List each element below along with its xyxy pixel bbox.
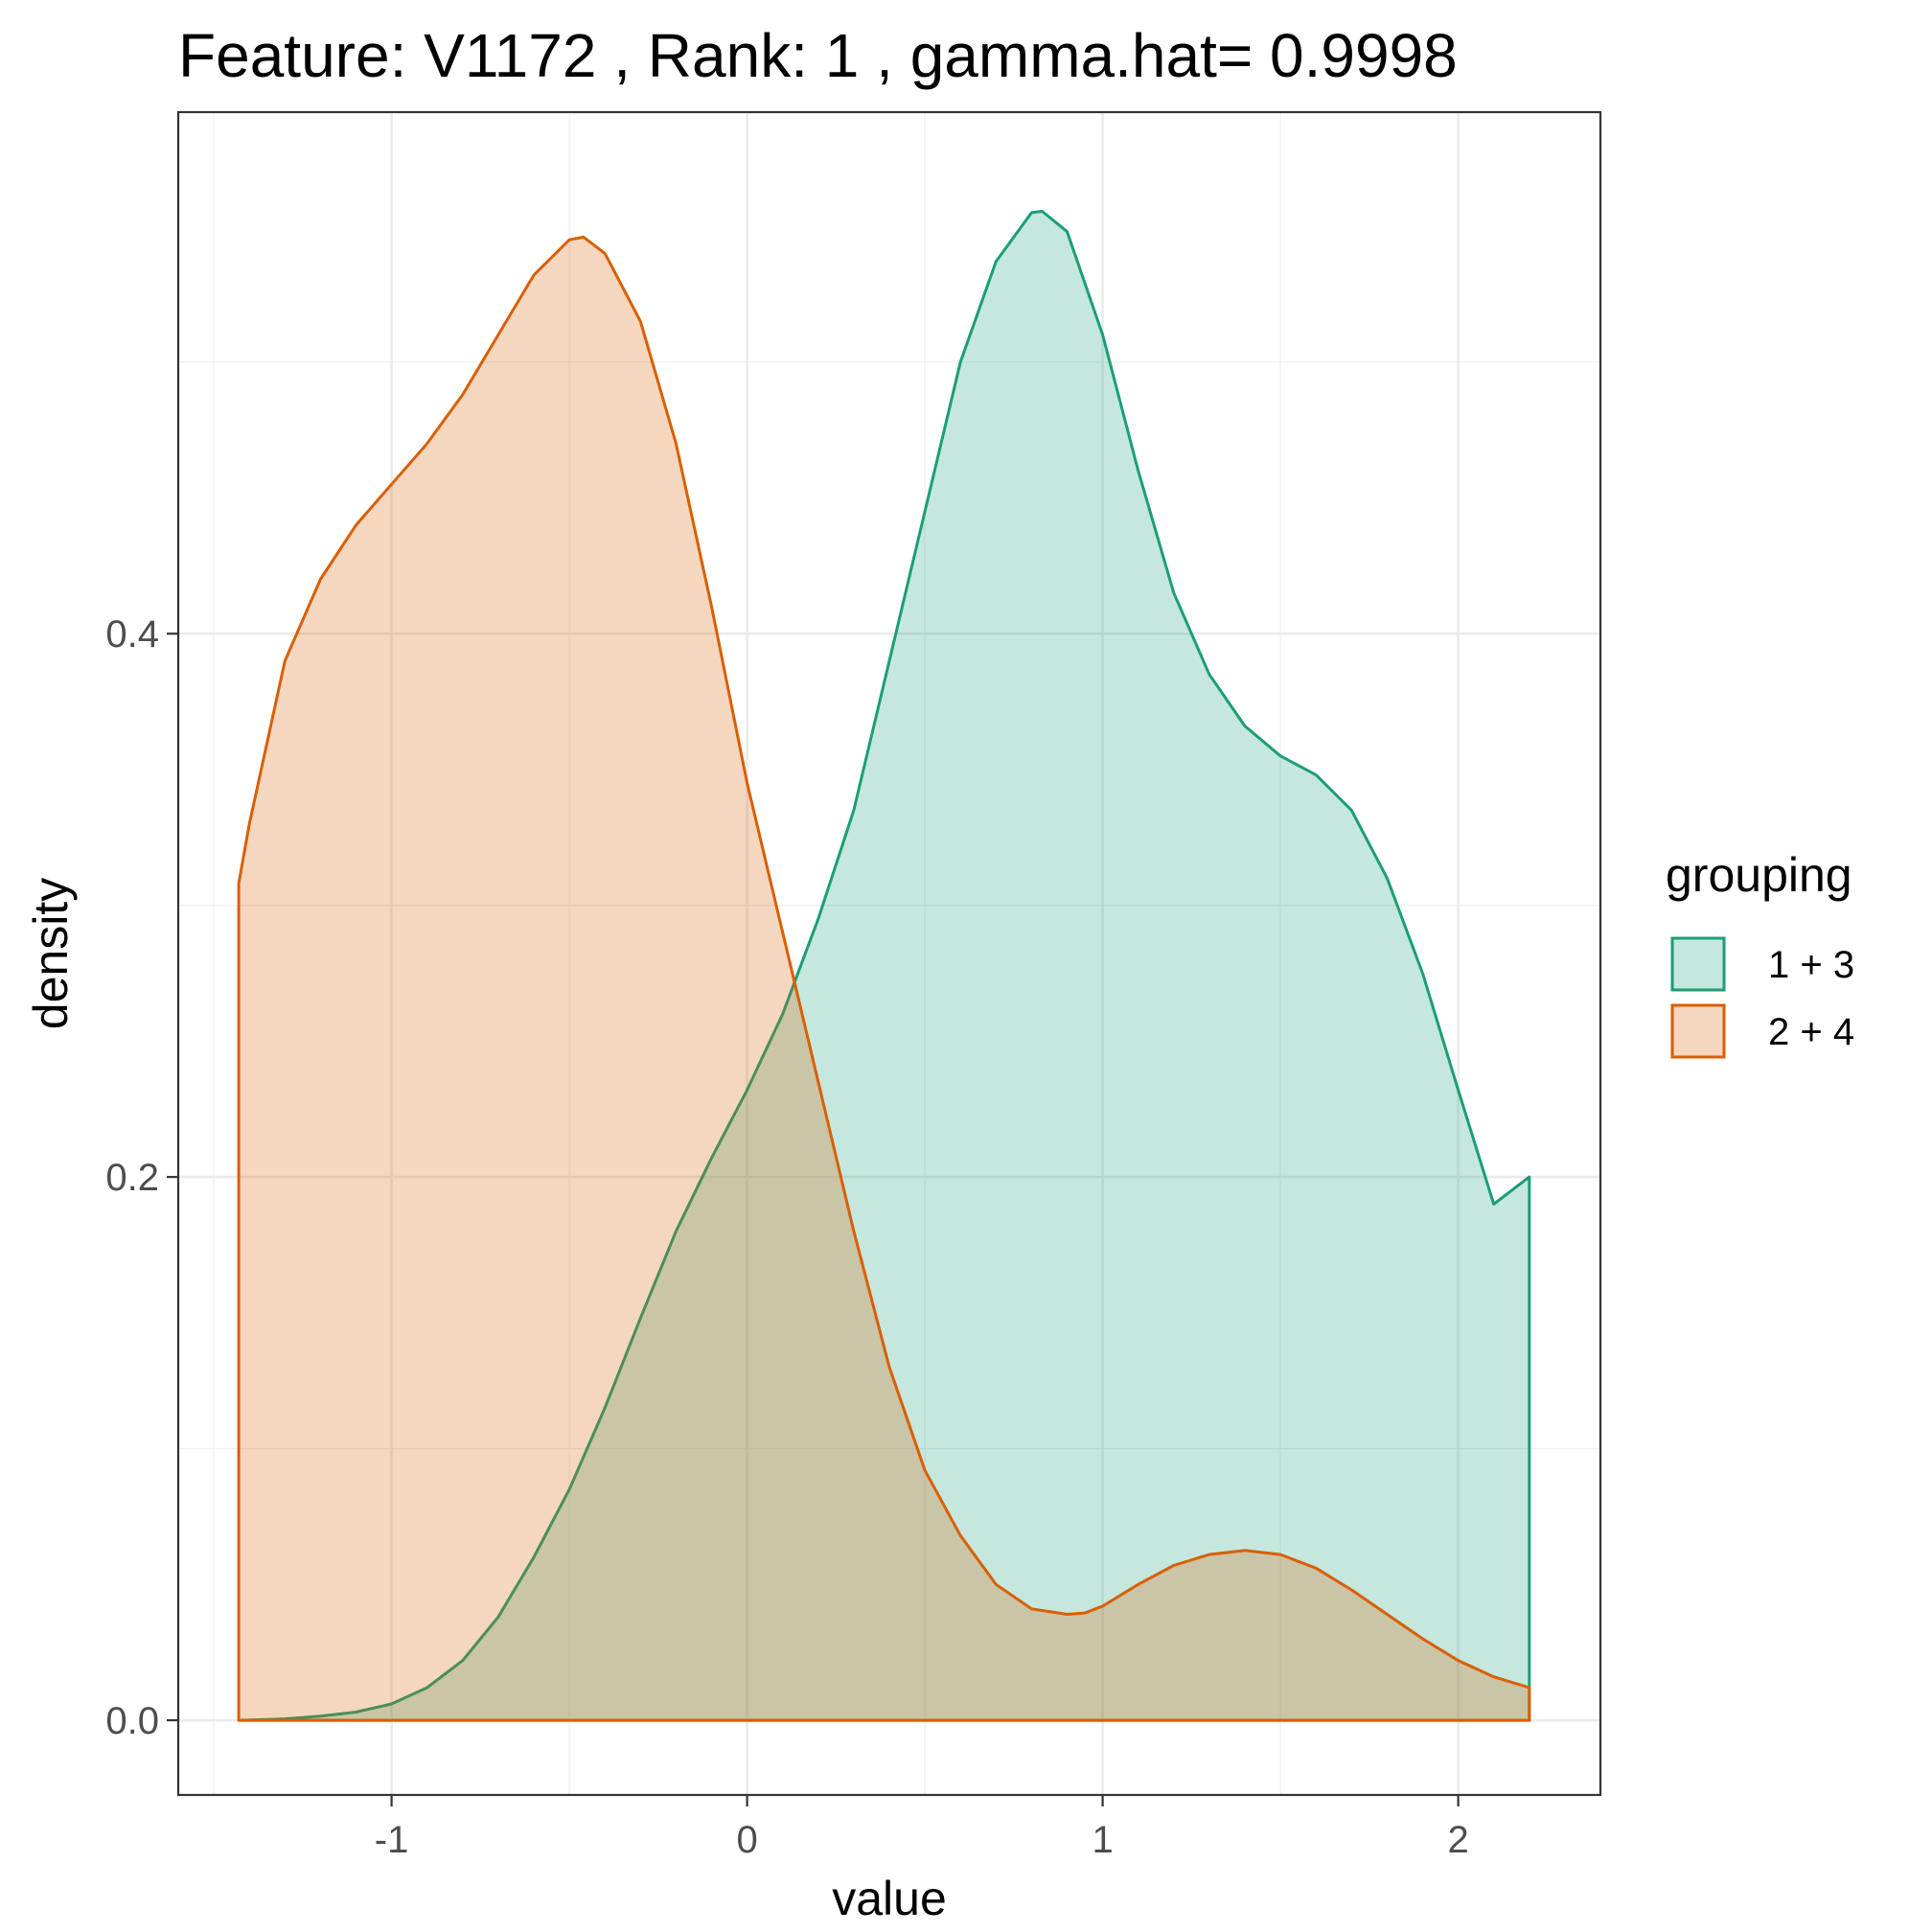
legend-key-bg [1668, 1001, 1728, 1061]
grid-lines [178, 112, 1600, 1795]
legend-key [1670, 1003, 1726, 1059]
x-tick-label: 2 [1447, 1819, 1468, 1861]
plot-panel-border [176, 110, 1602, 1797]
legend-title: grouping [1666, 848, 1852, 902]
x-axis-title: value [832, 1872, 947, 1925]
legend: grouping 1 + 3 2 + 4 [1666, 848, 1854, 1061]
chart-title: Feature: V1172 , Rank: 1 , gamma.hat= 0.… [178, 21, 1458, 90]
legend-label: 2 + 4 [1768, 1011, 1854, 1053]
density-series-2 [237, 235, 1531, 1722]
density-areas [237, 210, 1531, 1722]
x-axis: -1 0 1 2 [375, 1795, 1469, 1861]
plot-panel [178, 112, 1600, 1795]
density-series-1 [237, 210, 1531, 1722]
y-tick-label: 0.4 [105, 613, 159, 656]
x-tick-label: 1 [1092, 1819, 1113, 1861]
y-axis: 0.0 0.2 0.4 [105, 613, 178, 1742]
x-tick-label: 0 [736, 1819, 757, 1861]
legend-key [1670, 936, 1726, 992]
y-tick-label: 0.0 [105, 1700, 159, 1742]
y-tick-label: 0.2 [105, 1157, 159, 1199]
x-tick-label: -1 [375, 1819, 409, 1861]
y-axis-title: density [24, 878, 78, 1029]
legend-label: 1 + 3 [1768, 944, 1854, 986]
legend-key-bg [1668, 934, 1728, 994]
